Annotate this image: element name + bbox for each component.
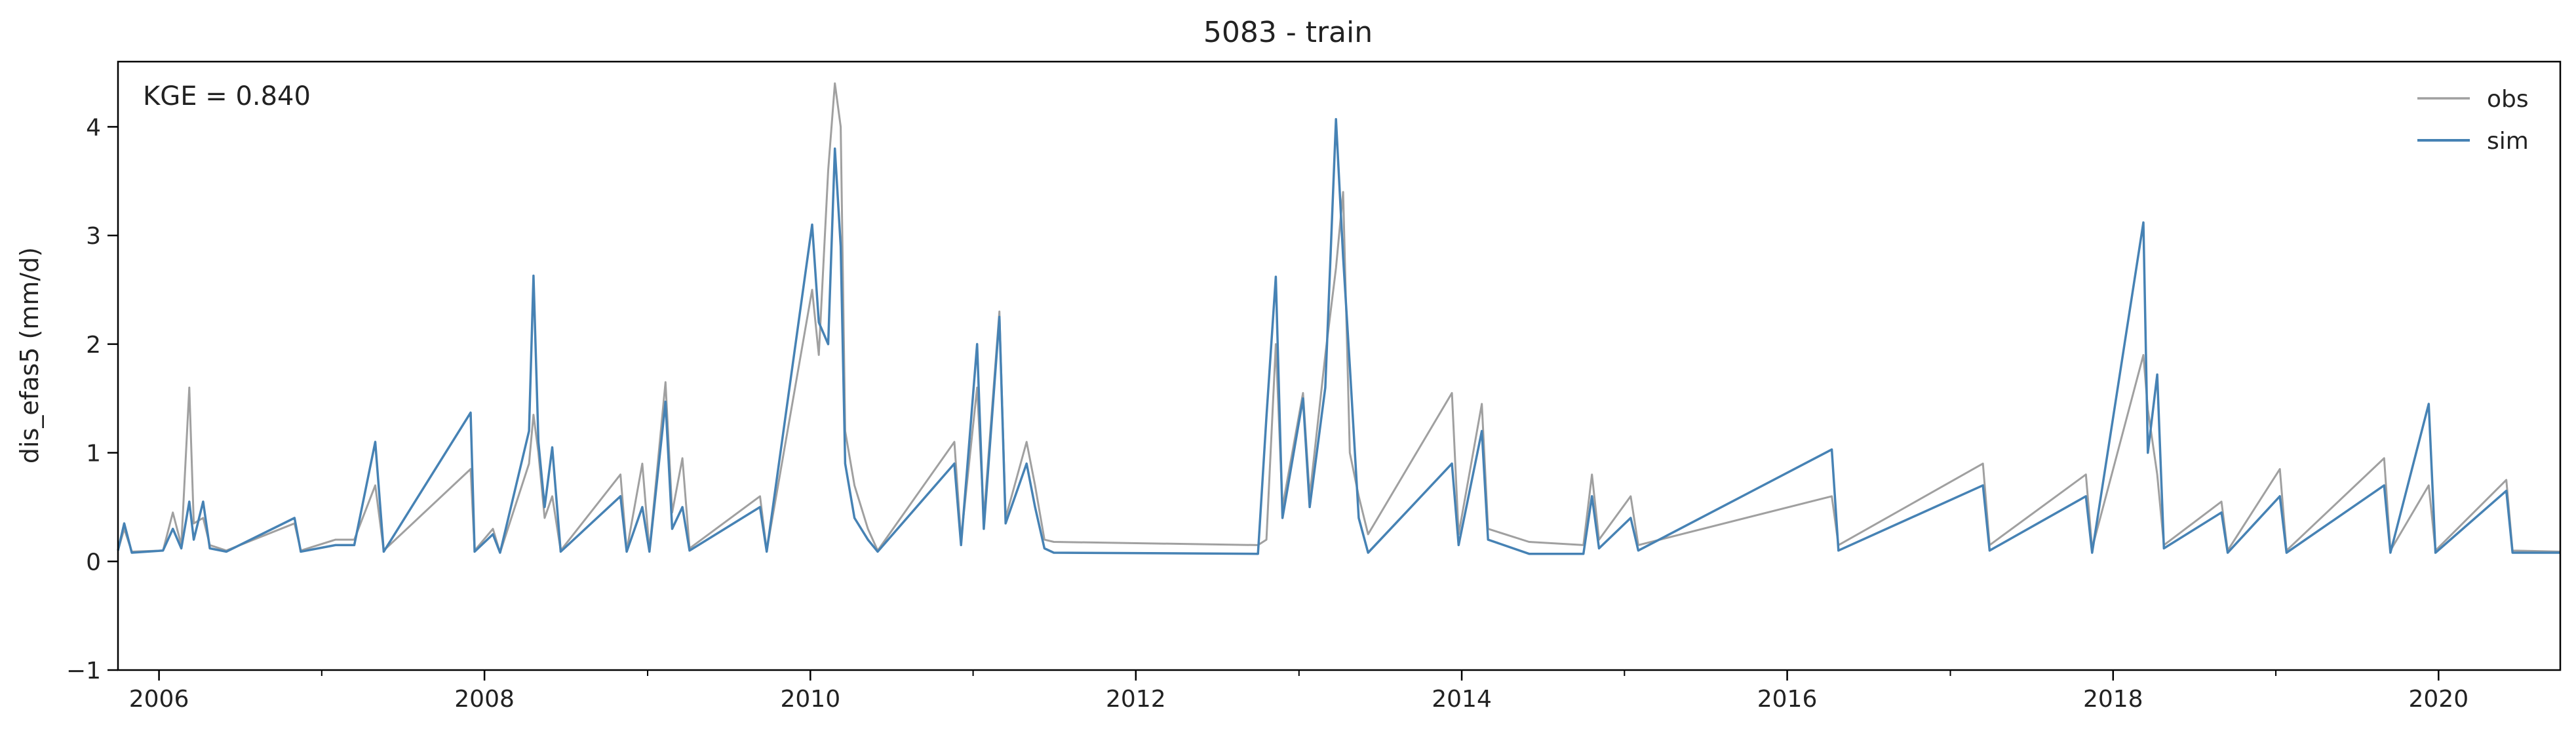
kge-annotation: KGE = 0.840 [143,81,311,111]
y-tick-label: 1 [86,441,101,467]
y-tick-label: 2 [86,332,101,359]
legend-label-obs: obs [2487,86,2529,113]
x-tick-label: 2016 [1757,686,1818,713]
y-axis: −1 0 1 2 3 4 [66,114,118,684]
y-tick-label: 3 [86,223,101,250]
plot-frame [117,60,2562,671]
series-line-obs [117,82,2561,554]
x-tick-label: 2014 [1432,686,1492,713]
series-layer [117,82,2561,555]
y-tick-label: 0 [86,549,101,576]
x-tick-label: 2020 [2408,686,2469,713]
legend-label-sim: sim [2487,128,2529,155]
series-line-sim [117,118,2560,555]
x-tick-label: 2018 [2083,686,2143,713]
x-tick-label: 2008 [454,686,515,713]
x-tick-label: 2010 [780,686,840,713]
plot-area: 2006 2008 2010 2012 2014 2016 2018 2020 −1 0 1 2 3 4 [66,60,2562,713]
x-tick-label: 2006 [129,686,189,713]
y-tick-label: −1 [66,658,101,684]
x-tick-label: 2012 [1106,686,1166,713]
legend: obs sim [2417,86,2529,155]
x-axis: 2006 2008 2010 2012 2014 2016 2018 2020 [129,670,2469,713]
chart-title: 5083 - train [1203,16,1373,49]
y-tick-label: 4 [86,114,101,141]
y-axis-title: dis_efas5 (mm/d) [15,247,44,464]
